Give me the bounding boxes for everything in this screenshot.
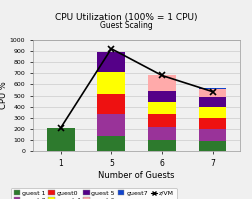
Bar [147, 140, 175, 151]
X-axis label: Number of Guests: Number of Guests [98, 171, 174, 180]
Text: CPU Utilization (100% = 1 CPU): CPU Utilization (100% = 1 CPU) [55, 13, 197, 22]
Bar [198, 141, 226, 151]
Bar [97, 136, 125, 151]
Bar [47, 128, 74, 151]
Bar [198, 118, 226, 129]
Legend: guest 1, guest 2, guest0, guest 4, guest 5, guest 6, guest7, z/VM: guest 1, guest 2, guest0, guest 4, guest… [11, 188, 176, 199]
Y-axis label: CPU %: CPU % [0, 82, 8, 109]
Bar [198, 97, 226, 107]
Bar [147, 127, 175, 140]
Text: Guest Scaling: Guest Scaling [100, 21, 152, 30]
Bar [147, 91, 175, 102]
Bar [97, 72, 125, 94]
Bar [97, 94, 125, 114]
Bar [198, 88, 226, 89]
Bar [198, 107, 226, 118]
Bar [147, 114, 175, 127]
Bar [198, 89, 226, 97]
Bar [97, 114, 125, 136]
Bar [198, 129, 226, 141]
Bar [97, 52, 125, 72]
Bar [147, 75, 175, 91]
Bar [147, 102, 175, 114]
